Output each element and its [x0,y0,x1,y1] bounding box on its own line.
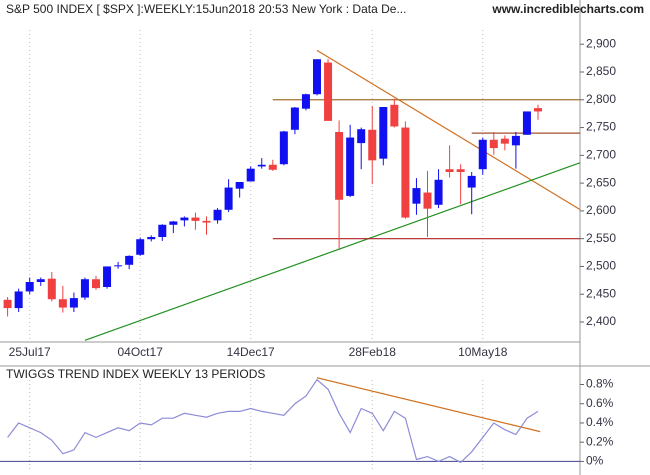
candle-body [445,169,454,172]
candle-body [368,129,377,161]
candle-body [346,137,355,196]
trend-line [84,162,580,341]
candle-body [478,139,487,170]
indicator-line [7,378,539,464]
candle-body [114,265,123,267]
candle-body [279,131,288,165]
x-tick-label: 04Oct17 [118,345,164,359]
candle-body [58,299,67,308]
candle-body [257,164,266,167]
y-tick-label: 2,500 [586,259,616,273]
y-tick-label: 0.4% [586,415,614,429]
candle-body [69,298,78,308]
candle-body [412,188,421,204]
y-tick-label: 2,600 [586,203,616,217]
candle-body [500,138,509,144]
x-tick-label: 28Feb18 [349,345,397,359]
trend-line [316,377,541,433]
candle-body [158,224,167,237]
candle-body [511,135,520,146]
y-tick-label: 2,850 [586,64,616,78]
candle-body [47,278,56,300]
candle-body [125,255,134,265]
candle-body [246,168,255,182]
trend-line [316,49,580,211]
x-tick-label: 25Jul17 [9,345,51,359]
y-tick-label: 0.8% [586,377,614,391]
candle-body [202,220,211,223]
chart-title: S&P 500 INDEX [ $SPX ]:WEEKLY:15Jun2018 … [6,2,406,16]
y-tick-label: 2,700 [586,148,616,162]
candle-body [36,279,45,282]
candle-body [290,107,299,130]
candle-body [224,187,233,210]
y-tick-label: 2,450 [586,286,616,300]
candle-body [80,279,89,298]
candle-body [92,279,100,289]
candle-body [25,282,34,292]
x-tick-label: 14Dec17 [227,345,275,359]
y-tick-label: 0% [586,454,604,468]
price-panel [3,30,580,342]
candle-body [213,209,222,221]
candle-body [3,299,12,309]
candle-body [180,217,189,221]
candle-body [456,169,465,172]
y-tick-label: 2,900 [586,36,616,50]
candle-body [147,237,156,240]
candle-body [313,59,321,95]
y-tick-label: 0.2% [586,434,614,448]
candle-body [434,179,443,205]
candle-body [534,108,542,112]
candle-body [390,104,399,127]
candle-body [467,175,476,188]
candle-body [268,164,277,170]
y-tick-label: 2,400 [586,314,616,328]
candle-body [235,182,244,189]
source: www.incrediblecharts.com [491,2,644,16]
x-tick-label: 10May18 [458,345,508,359]
candle-body [379,107,388,159]
candle-body [324,62,333,121]
candle-body [169,221,178,225]
y-tick-label: 2,750 [586,120,616,134]
candle-body [522,111,531,135]
candle-body [14,291,23,309]
y-tick-label: 2,550 [586,231,616,245]
y-tick-label: 2,800 [586,92,616,106]
candle-body [489,139,498,149]
candle-body [357,129,366,144]
y-tick-label: 0.6% [586,396,614,410]
indicator-title: TWIGGS TREND INDEX WEEKLY 13 PERIODS [6,367,265,381]
candle-body [335,132,344,200]
axes: 25Jul17 04Oct17 14Dec17 28Feb18 10May18 2,400… [9,36,617,467]
candle-body [103,266,112,287]
y-tick-label: 2,650 [586,175,616,189]
indicator-panel [0,377,580,472]
candle-body [423,192,432,209]
candle-body [401,127,410,218]
candle-body [136,239,145,255]
candle-body [191,217,200,221]
candle-body [301,94,310,109]
